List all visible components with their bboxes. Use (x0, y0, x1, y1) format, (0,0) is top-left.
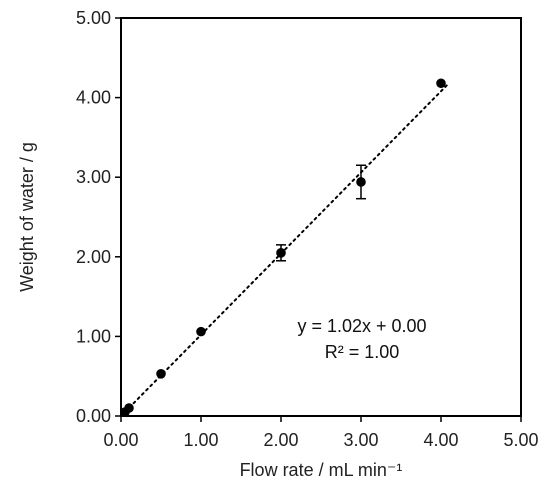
data-point (436, 78, 446, 89)
x-tick-label: 5.00 (503, 430, 538, 450)
y-tick-label: 5.00 (76, 8, 111, 28)
data-point (124, 403, 134, 413)
data-point (356, 177, 366, 187)
y-axis-tick-labels: 0.00 1.00 2.00 3.00 4.00 5.00 (76, 8, 111, 426)
y-tick-label: 4.00 (76, 88, 111, 108)
equation-annotation: y = 1.02x + 0.00 (297, 316, 426, 336)
y-tick-label: 0.00 (76, 406, 111, 426)
x-tick-label: 3.00 (343, 430, 378, 450)
y-tick-label: 1.00 (76, 326, 111, 346)
data-point (276, 248, 286, 258)
y-axis-title: Weight of water / g (17, 142, 37, 292)
r-squared-annotation: R² = 1.00 (325, 342, 400, 362)
y-tick-label: 2.00 (76, 247, 111, 267)
y-tick-label: 3.00 (76, 167, 111, 187)
x-axis-ticks (120, 416, 522, 422)
x-tick-label: 1.00 (183, 430, 218, 450)
plot-frame (120, 17, 522, 417)
data-point (156, 369, 166, 379)
data-point (196, 326, 206, 337)
x-tick-label: 2.00 (263, 430, 298, 450)
x-axis-tick-labels: 0.00 1.00 2.00 3.00 4.00 5.00 (103, 430, 538, 450)
x-axis-title: Flow rate / mL min⁻¹ (240, 460, 403, 480)
trendline (120, 82, 450, 417)
x-tick-label: 0.00 (103, 430, 138, 450)
data-points (120, 78, 446, 417)
x-tick-label: 4.00 (423, 430, 458, 450)
